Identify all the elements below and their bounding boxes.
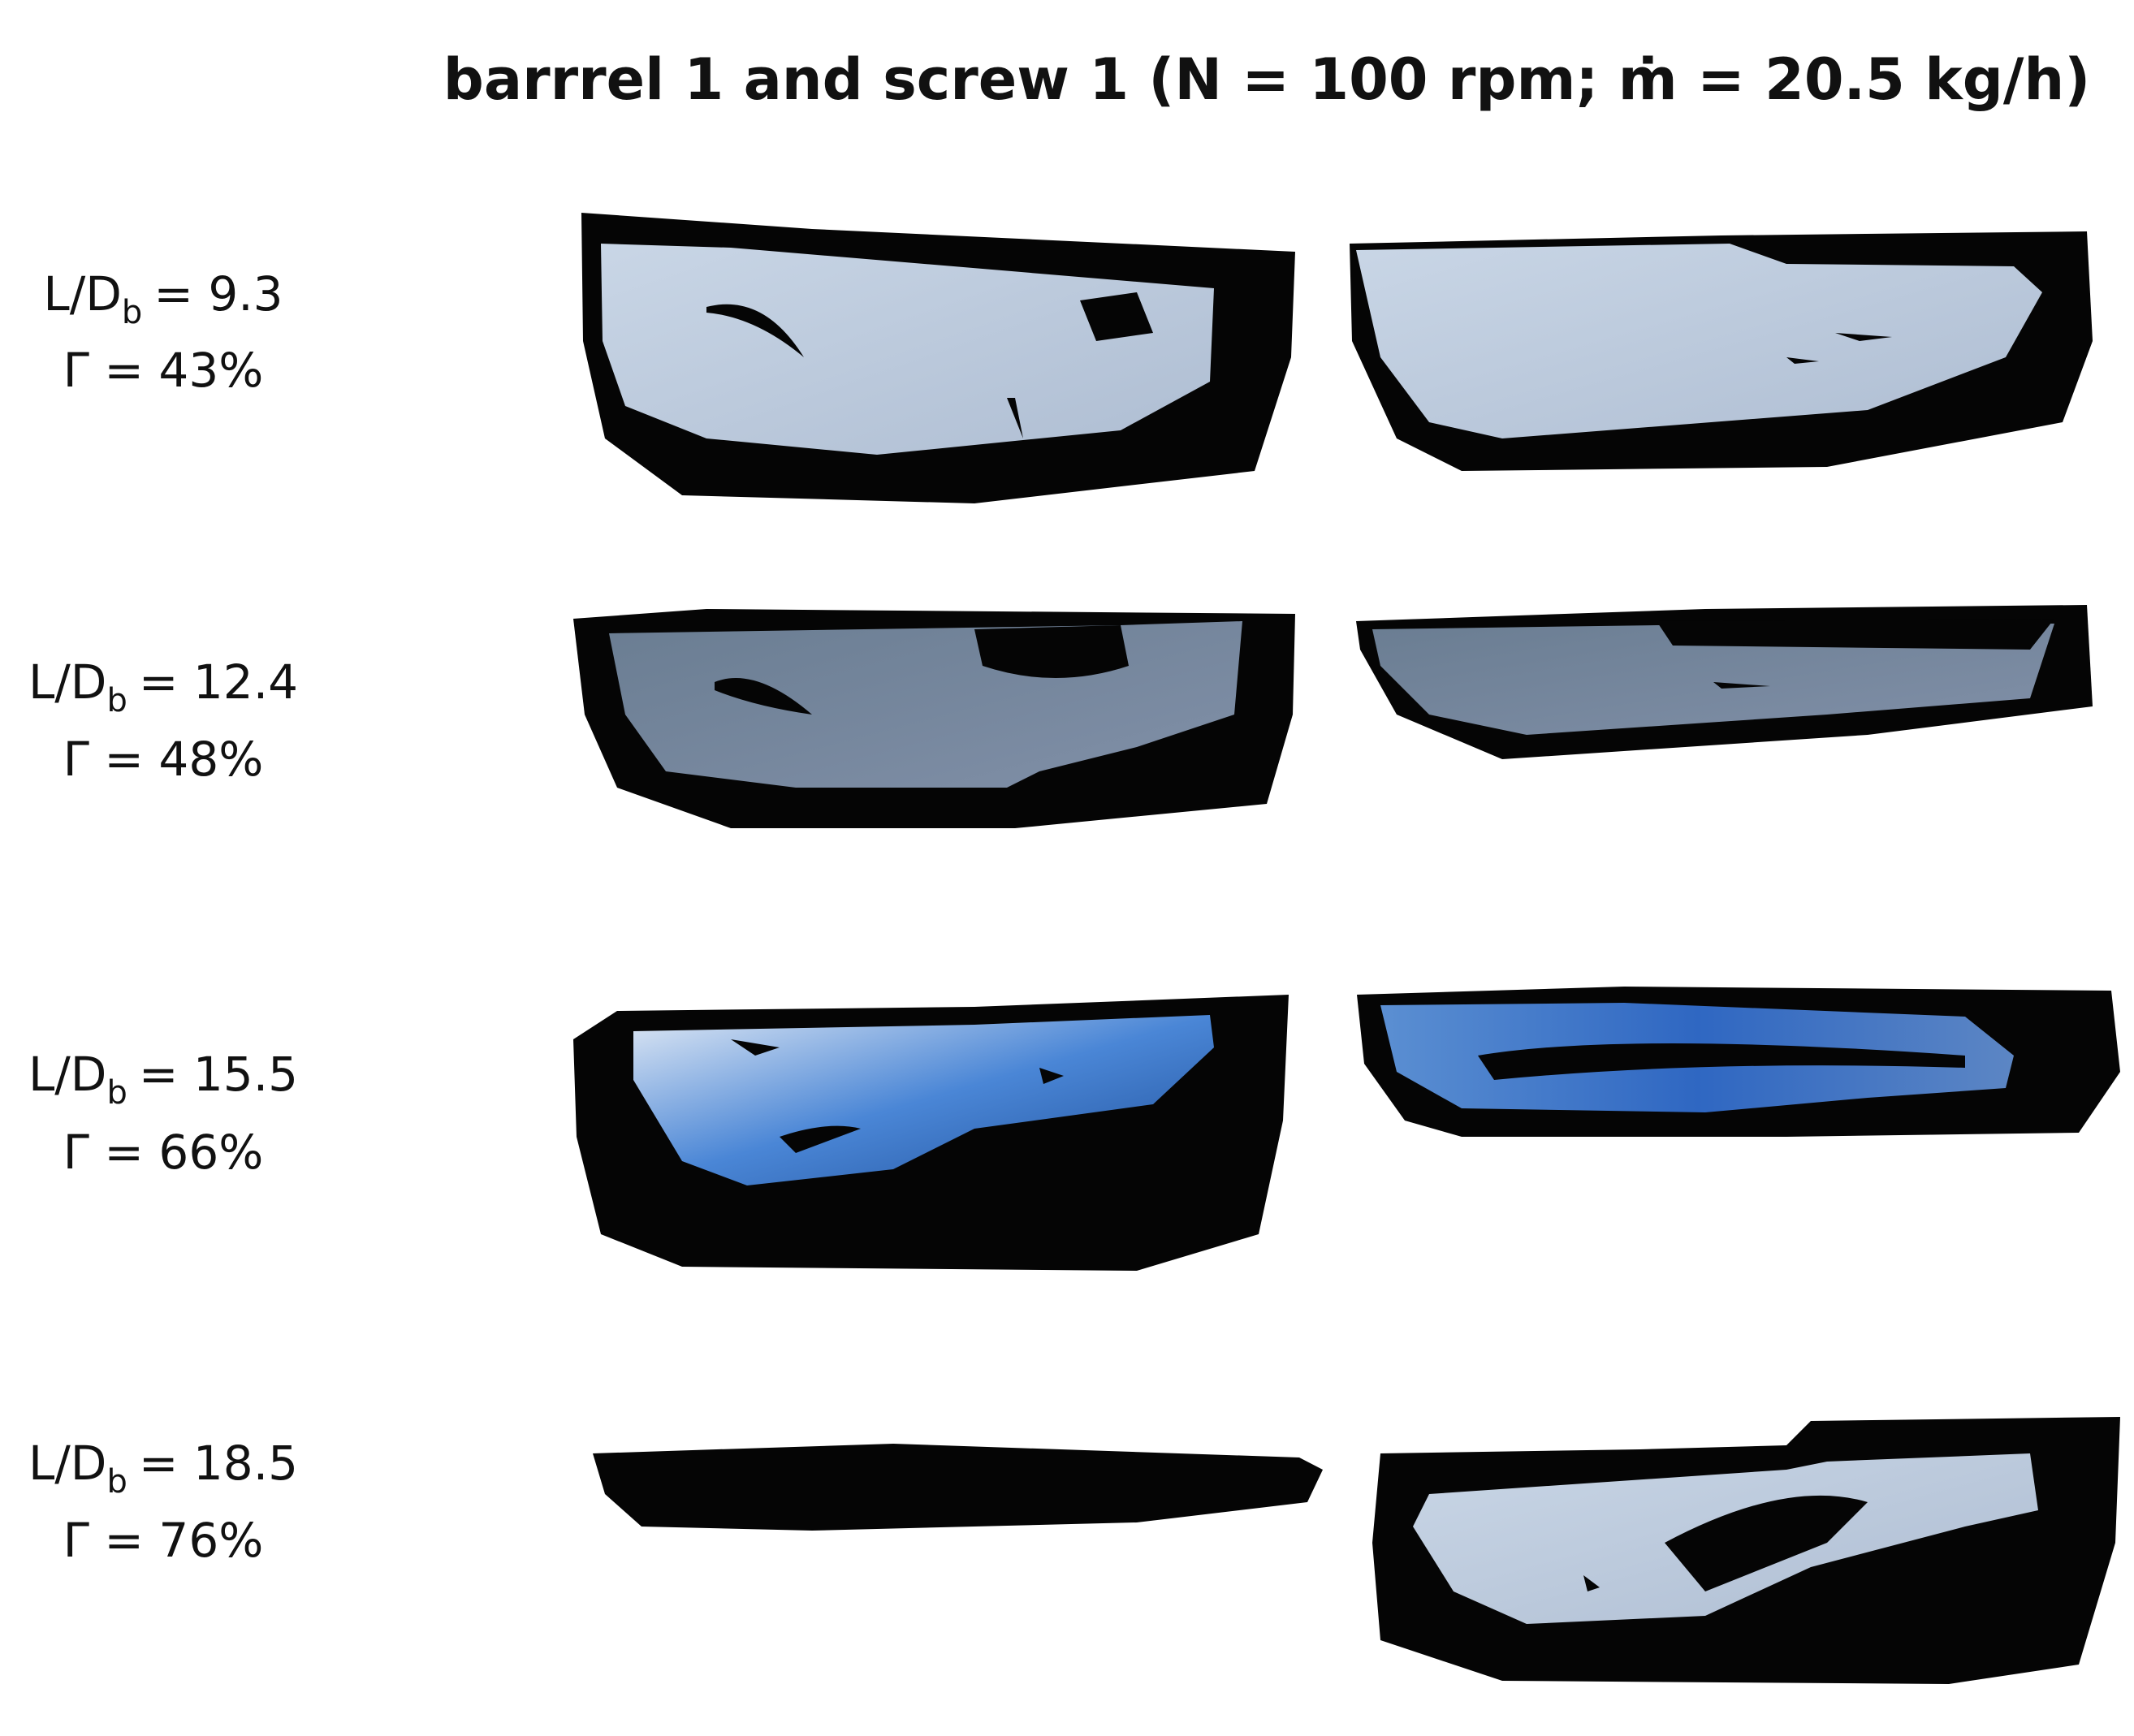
gamma-label: Γ = 66% — [63, 1125, 264, 1180]
title: barrrel 1 and screw 1 (N = 100 rpm; ṁ = … — [443, 46, 2091, 113]
sample-photo — [581, 213, 1295, 503]
void — [1786, 333, 1892, 364]
row-label: L/Db = 12.4 Γ = 48% — [28, 654, 298, 787]
sample-section — [601, 244, 1214, 455]
sample-photo — [1356, 605, 2093, 759]
gamma-label: Γ = 43% — [63, 343, 264, 398]
ratio-subscript: b — [106, 1074, 127, 1112]
ratio-label: L/Db = 12.4 — [28, 654, 298, 719]
sample-section — [633, 1015, 1214, 1185]
void — [706, 292, 1153, 438]
sample-photo — [593, 1444, 1323, 1531]
sample-section — [1356, 244, 2042, 438]
sample-photo — [1350, 231, 2093, 471]
void — [1657, 619, 2054, 689]
row-label: L/Db = 18.5 Γ = 76% — [28, 1436, 298, 1568]
ratio-lhs: L/D — [28, 1436, 107, 1491]
ratio-value: = 9.3 — [153, 266, 283, 322]
ratio-lhs: L/D — [28, 1047, 107, 1102]
ratio-lhs: L/D — [43, 266, 122, 322]
void — [1478, 1043, 1965, 1080]
sample-photo — [1372, 1417, 2120, 1684]
ratio-subscript: b — [122, 294, 142, 331]
ratio-label: L/Db = 15.5 — [28, 1047, 298, 1112]
ratio-value: = 18.5 — [139, 1436, 298, 1491]
sample-photo — [1357, 987, 2120, 1137]
sample-outline — [593, 1444, 1323, 1531]
ratio-label: L/Db = 18.5 — [28, 1436, 298, 1501]
ratio-lhs: L/D — [28, 654, 107, 710]
gamma-label: Γ = 76% — [63, 1513, 264, 1568]
ratio-value: = 12.4 — [139, 654, 298, 710]
sample-photo — [573, 609, 1295, 828]
ratio-label: L/Db = 9.3 — [43, 266, 283, 331]
row-label: L/Db = 9.3 Γ = 43% — [43, 266, 283, 398]
void — [1583, 1495, 1868, 1591]
sample-photo — [573, 995, 1289, 1271]
row-label: L/Db = 15.5 Γ = 66% — [28, 1047, 298, 1180]
void — [731, 1039, 1064, 1153]
ratio-subscript: b — [106, 1463, 127, 1501]
sample-section — [1372, 624, 2054, 735]
void — [715, 625, 1129, 715]
ratio-value: = 15.5 — [139, 1047, 298, 1102]
gamma-label: Γ = 48% — [63, 732, 264, 787]
ratio-subscript: b — [106, 682, 127, 719]
